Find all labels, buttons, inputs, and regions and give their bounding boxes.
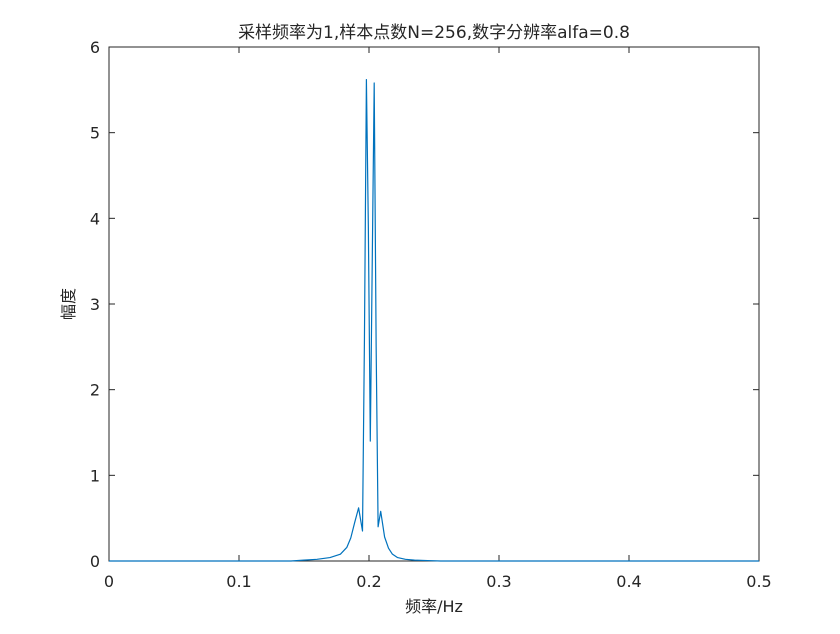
y-tick-label: 3 [90, 295, 100, 314]
spectrum-line [109, 78, 759, 562]
chart-title: 采样频率为1,样本点数N=256,数字分辨率alfa=0.8 [238, 23, 630, 43]
y-axis-label: 幅度 [59, 288, 78, 320]
x-axis-label: 频率/Hz [405, 597, 463, 616]
y-tick-label: 2 [90, 381, 100, 400]
plot-area [108, 46, 760, 562]
x-tick-label: 0.5 [746, 572, 771, 591]
y-tick-label: 1 [90, 466, 100, 485]
y-tick-label: 0 [90, 552, 100, 571]
x-tick-label: 0.4 [616, 572, 641, 591]
y-tick-label: 6 [90, 38, 100, 57]
y-tick-label: 4 [90, 209, 100, 228]
x-tick-label: 0.3 [486, 572, 511, 591]
x-tick-label: 0.2 [356, 572, 381, 591]
y-tick-label: 5 [90, 124, 100, 143]
x-tick-label: 0.1 [226, 572, 251, 591]
axis-ticks: 0 0.1 0.2 0.3 0.4 0.5 0 1 2 3 4 5 6 [90, 38, 772, 591]
x-tick-label: 0 [104, 572, 114, 591]
series-layer [109, 78, 759, 562]
